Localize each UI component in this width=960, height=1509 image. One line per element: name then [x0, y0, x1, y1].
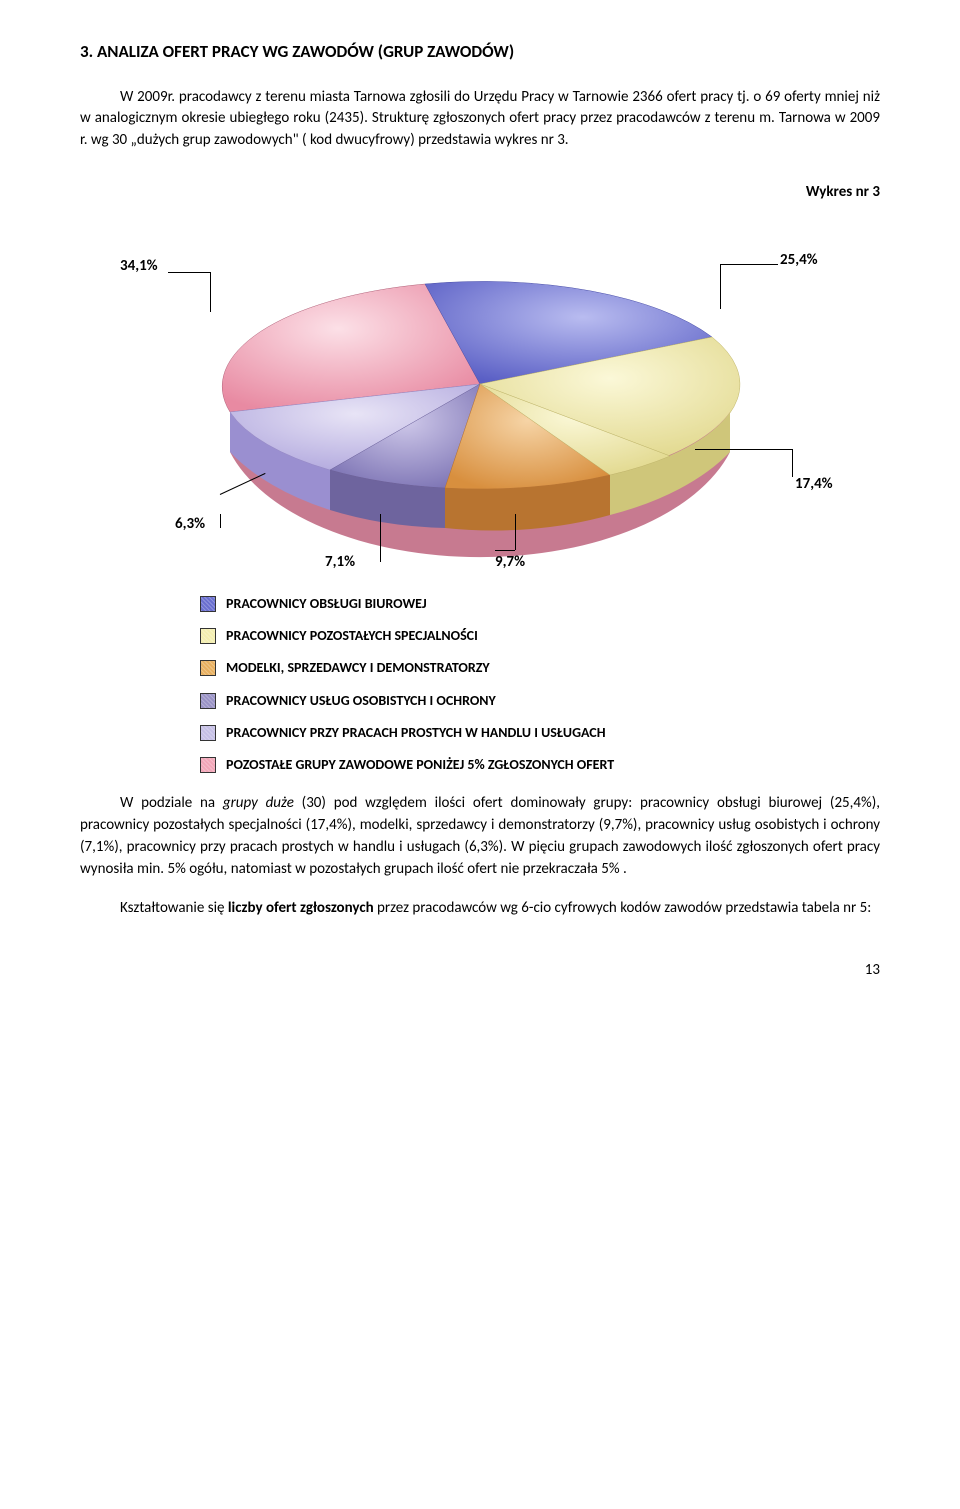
legend-label: PRACOWNICY POZOSTAŁYCH SPECJALNOŚCI — [226, 626, 478, 646]
italic-text: grupy duże — [223, 794, 294, 812]
paragraph-intro: W 2009r. pracodawcy z terenu miasta Tarn… — [80, 87, 880, 152]
callout-25-4: 25,4% — [780, 250, 818, 272]
legend-label: PRACOWNICY USŁUG OSOBISTYCH I OCHRONY — [226, 691, 496, 711]
legend-swatch — [200, 628, 216, 644]
legend-item: PRACOWNICY USŁUG OSOBISTYCH I OCHRONY — [200, 691, 880, 711]
legend-item: PRACOWNICY POZOSTAŁYCH SPECJALNOŚCI — [200, 626, 880, 646]
text: W podziale na — [120, 794, 223, 812]
legend-item: MODELKI, SPRZEDAWCY I DEMONSTRATORZY — [200, 658, 880, 678]
text: Kształtowanie się — [120, 899, 228, 917]
legend-swatch — [200, 693, 216, 709]
legend-swatch — [200, 596, 216, 612]
page-number: 13 — [80, 960, 880, 982]
legend-label: MODELKI, SPRZEDAWCY I DEMONSTRATORZY — [226, 658, 490, 678]
legend-item: PRACOWNICY OBSŁUGI BIUROWEJ — [200, 594, 880, 614]
callout-7-1: 7,1% — [325, 552, 355, 574]
section-heading: 3. ANALIZA OFERT PRACY WG ZAWODÓW (GRUP … — [80, 40, 880, 65]
legend-swatch — [200, 660, 216, 676]
pie-chart-svg — [80, 214, 880, 594]
chart-caption: Wykres nr 3 — [80, 182, 880, 204]
legend-label: PRACOWNICY PRZY PRACACH PROSTYCH W HANDL… — [226, 723, 606, 743]
legend-swatch — [200, 725, 216, 741]
paragraph-analysis: W podziale na grupy duże (30) pod względ… — [80, 793, 880, 880]
legend-swatch — [200, 757, 216, 773]
chart-legend: PRACOWNICY OBSŁUGI BIUROWEJ PRACOWNICY P… — [200, 594, 880, 776]
callout-6-3: 6,3% — [175, 514, 205, 536]
bold-text: liczby ofert zgłoszonych — [228, 899, 374, 917]
text: przez pracodawców wg 6-cio cyfrowych kod… — [374, 899, 872, 917]
legend-label: POZOSTAŁE GRUPY ZAWODOWE PONIŻEJ 5% ZGŁO… — [226, 755, 614, 775]
legend-label: PRACOWNICY OBSŁUGI BIUROWEJ — [226, 594, 427, 614]
callout-17-4: 17,4% — [795, 474, 833, 496]
legend-item: POZOSTAŁE GRUPY ZAWODOWE PONIŻEJ 5% ZGŁO… — [200, 755, 880, 775]
callout-34-1: 34,1% — [120, 256, 158, 278]
legend-item: PRACOWNICY PRZY PRACACH PROSTYCH W HANDL… — [200, 723, 880, 743]
paragraph-table-lead: Kształtowanie się liczby ofert zgłoszony… — [80, 898, 880, 920]
callout-9-7: 9,7% — [495, 552, 525, 574]
pie-chart: 34,1% 25,4% 17,4% 9,7% 7,1% 6,3% — [80, 214, 880, 594]
